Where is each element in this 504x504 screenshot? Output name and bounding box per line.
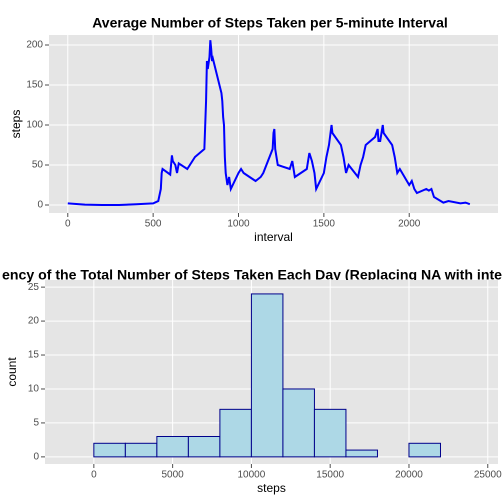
y-tick-label: 0: [37, 200, 43, 211]
y-tick-label: 25: [28, 282, 40, 293]
histogram-bar: [187, 436, 221, 458]
x-tick-label: 25000: [474, 470, 502, 481]
x-tick-label: 2000: [398, 219, 421, 230]
y-axis-label: count: [5, 357, 19, 387]
y-tick-label: 100: [26, 120, 43, 131]
x-axis-label: steps: [257, 481, 286, 495]
histogram-bar: [250, 293, 284, 458]
y-tick-label: 150: [26, 80, 43, 91]
y-axis-label: steps: [9, 110, 23, 139]
histogram-bar: [408, 442, 441, 458]
chart-title: Average Number of Steps Taken per 5-minu…: [92, 15, 448, 31]
histogram-bar: [282, 388, 315, 458]
x-tick-label: 1000: [227, 219, 250, 230]
x-tick-label: 0: [65, 219, 71, 230]
x-tick-label: 20000: [395, 470, 423, 481]
x-tick-label: 1500: [313, 219, 336, 230]
histogram-bar: [313, 408, 347, 458]
x-tick-label: 15000: [316, 470, 344, 481]
x-tick-label: 500: [145, 219, 162, 230]
histogram-bar: [219, 408, 252, 458]
histogram-bar: [124, 442, 158, 458]
histogram-bar: [93, 442, 126, 458]
y-tick-label: 15: [28, 350, 40, 361]
chart-title: ency of the Total Number of Steps Taken …: [2, 267, 502, 283]
x-axis-label: interval: [254, 230, 293, 244]
histogram-bar: [345, 449, 378, 458]
y-tick-label: 50: [32, 160, 44, 171]
y-tick-label: 200: [26, 40, 43, 51]
y-tick-label: 10: [28, 384, 40, 395]
x-tick-label: 5000: [162, 470, 185, 481]
y-tick-label: 5: [33, 418, 39, 429]
line-series: [67, 40, 471, 206]
histogram-bar: [156, 436, 189, 458]
x-tick-label: 10000: [238, 470, 266, 481]
y-tick-label: 20: [28, 316, 40, 327]
x-tick-label: 0: [91, 470, 97, 481]
y-tick-label: 0: [33, 452, 39, 463]
plot-panel: [49, 35, 498, 213]
